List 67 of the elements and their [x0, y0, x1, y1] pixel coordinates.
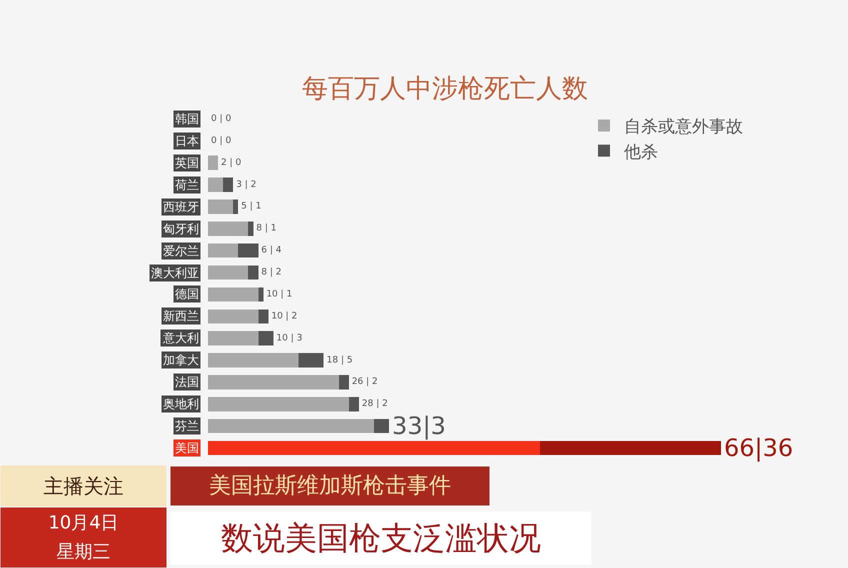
data-label: 10 | 3: [276, 333, 302, 344]
bar: [338, 375, 349, 390]
data-label: 10 | 2: [271, 311, 298, 322]
bar: [223, 178, 234, 192]
y-tick-label: 芬兰: [175, 419, 199, 433]
bar: [248, 265, 258, 280]
data-label: 10 | 1: [266, 289, 292, 300]
bar: [374, 418, 390, 434]
y-tick-label: 匈牙利: [163, 222, 199, 236]
data-label: 3 | 2: [236, 180, 256, 190]
legend-label: 自杀或意外事故: [624, 117, 743, 138]
data-label: 6 | 4: [261, 246, 282, 256]
legend-label: 他杀: [624, 142, 658, 162]
y-tick-label: 日本: [175, 134, 199, 148]
y-tick-label: 荷兰: [175, 178, 199, 192]
bar: [258, 331, 274, 346]
bar: [208, 222, 248, 236]
data-label: 18 | 5: [326, 355, 353, 366]
y-tick-label: 西班牙: [163, 200, 199, 214]
bar: [258, 309, 268, 324]
data-label: 5 | 1: [241, 202, 262, 212]
y-tick-label: 法国: [175, 375, 199, 389]
y-tick-label: 澳大利亚: [151, 266, 199, 280]
y-tick-label: 加拿大: [163, 353, 199, 367]
text: 主播关注: [44, 474, 124, 498]
bar: [258, 287, 264, 302]
bar: [238, 243, 258, 258]
y-tick-label: 英国: [175, 156, 199, 170]
data-label: 0 | 0: [211, 136, 232, 146]
data-label: 8 | 1: [256, 224, 276, 234]
bar: [208, 397, 349, 412]
bar: [348, 397, 359, 412]
y-tick-label: 爱尔兰: [163, 244, 199, 258]
y-tick-label: 新西兰: [163, 309, 199, 323]
bar: [208, 309, 258, 324]
text: 美国拉斯维加斯枪击事件: [209, 474, 451, 498]
y-tick-label: 奥地利: [163, 397, 199, 411]
y-tick-label: 德国: [175, 287, 199, 301]
data-label: 2 | 0: [221, 158, 242, 168]
data-label: 28 | 2: [362, 399, 388, 410]
y-tick-label: 美国: [175, 441, 199, 455]
bar: [540, 440, 721, 456]
bar: [208, 375, 339, 390]
text: 数说美国枪支泛滥状况: [221, 519, 541, 557]
bar: [248, 222, 254, 236]
y-tick-label: 韩国: [175, 112, 199, 126]
data-label: 0 | 0: [211, 114, 232, 124]
data-label: 26 | 2: [352, 377, 378, 388]
text: 10月4日: [48, 512, 119, 534]
bar: [233, 200, 238, 214]
bar: [208, 331, 258, 346]
data-label: 8 | 2: [261, 268, 282, 278]
data-label: 66|36: [724, 434, 794, 462]
bar: [208, 156, 218, 170]
bar: [208, 178, 224, 192]
data-label: 33|3: [392, 412, 446, 440]
bar: [208, 440, 540, 456]
bar: [208, 287, 258, 302]
bar: [208, 265, 248, 280]
text: 星期三: [56, 542, 110, 562]
bar: [208, 200, 234, 214]
y-tick-label: 意大利: [162, 331, 199, 345]
bar: [298, 353, 324, 368]
bar: [208, 353, 299, 368]
chart-title: 每百万人中涉枪死亡人数: [302, 74, 588, 104]
bar: [208, 243, 238, 258]
bar: [208, 418, 374, 434]
